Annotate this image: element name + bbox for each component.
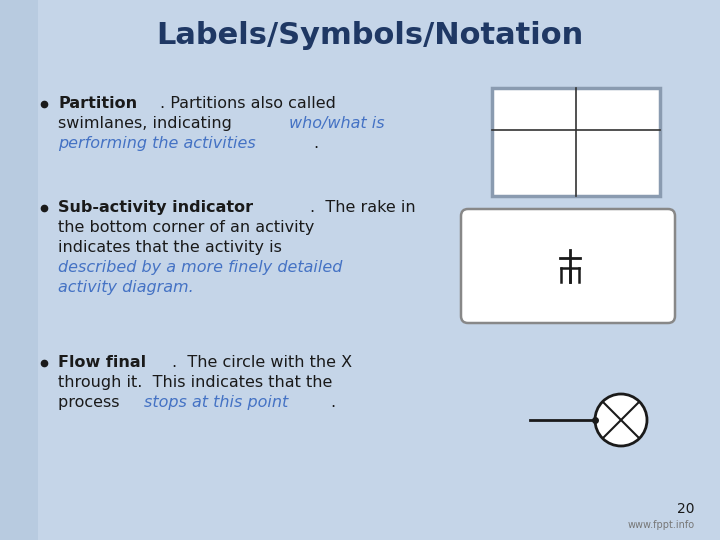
Text: .: . (330, 395, 336, 410)
Text: who/what is: who/what is (289, 116, 384, 131)
Text: activity diagram.: activity diagram. (58, 280, 194, 295)
Text: process: process (58, 395, 125, 410)
Text: .  The rake in: . The rake in (310, 200, 415, 215)
Text: 20: 20 (678, 502, 695, 516)
Text: the bottom corner of an activity: the bottom corner of an activity (58, 220, 315, 235)
FancyBboxPatch shape (461, 209, 675, 323)
FancyBboxPatch shape (0, 0, 38, 540)
Text: .: . (313, 136, 318, 151)
Text: . Partitions also called: . Partitions also called (160, 96, 336, 111)
Text: Sub-activity indicator: Sub-activity indicator (58, 200, 253, 215)
Text: stops at this point: stops at this point (144, 395, 288, 410)
Bar (492, 88, 660, 196)
Text: Labels/Symbols/Notation: Labels/Symbols/Notation (156, 22, 584, 51)
Text: indicates that the activity is: indicates that the activity is (58, 240, 282, 255)
Text: .  The circle with the X: . The circle with the X (171, 355, 352, 370)
Text: www.fppt.info: www.fppt.info (628, 520, 695, 530)
Text: described by a more finely detailed: described by a more finely detailed (58, 260, 343, 275)
Text: Flow final: Flow final (58, 355, 146, 370)
Circle shape (595, 394, 647, 446)
Text: swimlanes, indicating: swimlanes, indicating (58, 116, 237, 131)
Text: through it.  This indicates that the: through it. This indicates that the (58, 375, 333, 390)
Text: Partition: Partition (58, 96, 137, 111)
Text: performing the activities: performing the activities (58, 136, 256, 151)
